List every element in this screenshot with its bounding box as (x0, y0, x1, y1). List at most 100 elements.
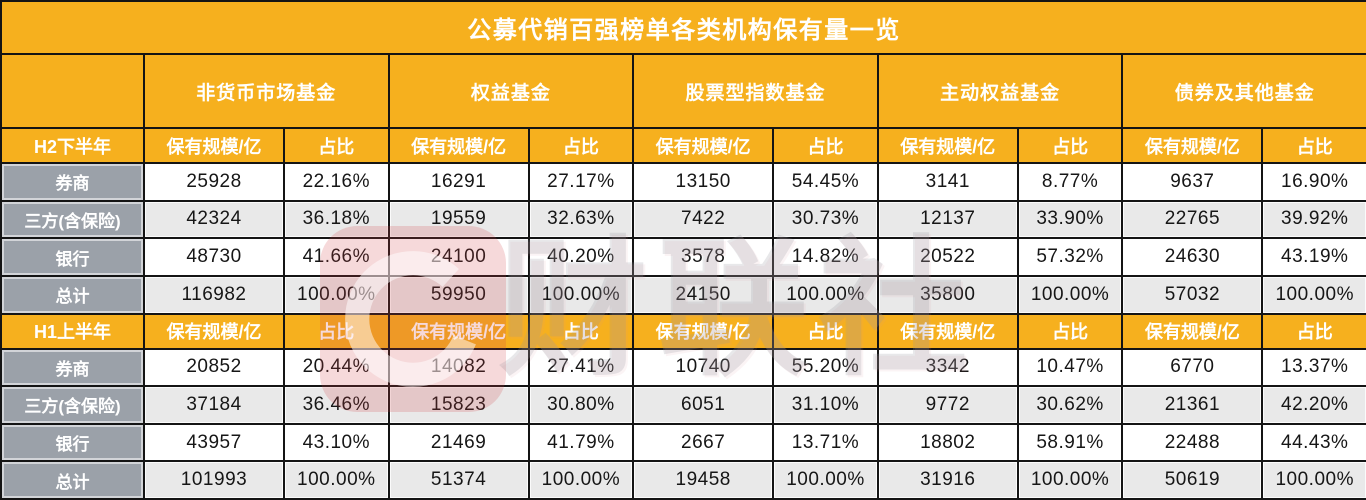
value-cell: 100.00% (527, 274, 635, 315)
category-header-active-equity: 主动权益基金 (876, 53, 1124, 129)
value-cell: 30.80% (527, 385, 635, 425)
value-cell: 27.17% (527, 162, 635, 202)
row-label: 三方(含保险) (0, 385, 145, 425)
value-cell: 16291 (387, 162, 530, 202)
value-cell: 12137 (876, 199, 1019, 240)
category-header-equity: 权益基金 (387, 53, 635, 129)
value-cell: 13150 (632, 162, 775, 202)
value-cell: 43957 (143, 422, 285, 463)
share-column-header: 占比 (1261, 312, 1366, 350)
value-cell: 20.44% (283, 347, 390, 388)
value-cell: 6770 (1121, 347, 1264, 388)
value-cell: 40.20% (527, 237, 635, 277)
value-cell: 43.10% (283, 422, 390, 463)
value-cell: 13.37% (1261, 347, 1366, 388)
row-label: 总计 (0, 274, 145, 315)
value-cell: 9637 (1121, 162, 1264, 202)
value-cell: 100.00% (283, 274, 390, 315)
value-cell: 41.66% (283, 237, 390, 277)
value-cell: 18802 (876, 422, 1019, 463)
table-row: 银行 48730 41.66% 24100 40.20% 3578 14.82% 20522 5… (0, 237, 1366, 277)
share-column-header: 占比 (772, 127, 879, 164)
value-cell: 19559 (387, 199, 530, 240)
value-cell: 24150 (632, 274, 775, 315)
period-header-row: H2下半年 保有规模/亿 占比 保有规模/亿 占比 保有规模/亿 占比 保有规模/亿 占比 保有规… (0, 127, 1366, 164)
value-cell: 20522 (876, 237, 1019, 277)
value-cell: 30.73% (772, 199, 879, 240)
value-cell: 9772 (876, 385, 1019, 425)
value-cell: 19458 (632, 460, 775, 500)
value-cell: 25928 (143, 162, 285, 202)
table-row: 总计 116982 100.00% 59950 100.00% 24150 100.00% 3… (0, 274, 1366, 315)
period-header-row: H1上半年 保有规模/亿 占比 保有规模/亿 占比 保有规模/亿 占比 保有规模/亿 占比 保有规… (0, 312, 1366, 350)
value-cell: 58.91% (1016, 422, 1124, 463)
category-header-stock-index: 股票型指数基金 (632, 53, 879, 129)
value-cell: 21361 (1121, 385, 1264, 425)
value-cell: 16.90% (1261, 162, 1366, 202)
scale-column-header: 保有规模/亿 (387, 127, 530, 164)
value-cell: 21469 (387, 422, 530, 463)
value-cell: 36.46% (283, 385, 390, 425)
share-column-header: 占比 (283, 127, 390, 164)
value-cell: 42.20% (1261, 385, 1366, 425)
value-cell: 13.71% (772, 422, 879, 463)
share-column-header: 占比 (1016, 312, 1124, 350)
title-row: 公募代销百强榜单各类机构保有量一览 (0, 0, 1366, 55)
row-label: 券商 (0, 347, 145, 388)
value-cell: 51374 (387, 460, 530, 500)
scale-column-header: 保有规模/亿 (1121, 127, 1264, 164)
value-cell: 44.43% (1261, 422, 1366, 463)
scale-column-header: 保有规模/亿 (1121, 312, 1264, 350)
value-cell: 22488 (1121, 422, 1264, 463)
scale-column-header: 保有规模/亿 (876, 127, 1019, 164)
row-label: 总计 (0, 460, 145, 500)
value-cell: 57032 (1121, 274, 1264, 315)
share-column-header: 占比 (1261, 127, 1366, 164)
value-cell: 100.00% (1261, 460, 1366, 500)
value-cell: 54.45% (772, 162, 879, 202)
scale-column-header: 保有规模/亿 (632, 312, 775, 350)
category-header-non-money-market: 非货币市场基金 (143, 53, 390, 129)
period-label: H2下半年 (0, 127, 145, 164)
value-cell: 20852 (143, 347, 285, 388)
value-cell: 2667 (632, 422, 775, 463)
value-cell: 100.00% (527, 460, 635, 500)
value-cell: 10.47% (1016, 347, 1124, 388)
page-title: 公募代销百强榜单各类机构保有量一览 (0, 0, 1366, 55)
share-column-header: 占比 (772, 312, 879, 350)
value-cell: 27.41% (527, 347, 635, 388)
value-cell: 116982 (143, 274, 285, 315)
value-cell: 22.16% (283, 162, 390, 202)
value-cell: 37184 (143, 385, 285, 425)
row-label: 银行 (0, 237, 145, 277)
value-cell: 100.00% (772, 460, 879, 500)
period-label: H1上半年 (0, 312, 145, 350)
value-cell: 100.00% (1261, 274, 1366, 315)
corner-cell (0, 53, 145, 129)
value-cell: 31916 (876, 460, 1019, 500)
value-cell: 32.63% (527, 199, 635, 240)
value-cell: 10740 (632, 347, 775, 388)
value-cell: 36.18% (283, 199, 390, 240)
scale-column-header: 保有规模/亿 (143, 127, 285, 164)
value-cell: 39.92% (1261, 199, 1366, 240)
value-cell: 101993 (143, 460, 285, 500)
value-cell: 3578 (632, 237, 775, 277)
value-cell: 33.90% (1016, 199, 1124, 240)
value-cell: 48730 (143, 237, 285, 277)
share-column-header: 占比 (527, 127, 635, 164)
value-cell: 100.00% (283, 460, 390, 500)
value-cell: 22765 (1121, 199, 1264, 240)
value-cell: 14082 (387, 347, 530, 388)
value-cell: 8.77% (1016, 162, 1124, 202)
value-cell: 100.00% (1016, 460, 1124, 500)
share-column-header: 占比 (1016, 127, 1124, 164)
scale-column-header: 保有规模/亿 (143, 312, 285, 350)
value-cell: 7422 (632, 199, 775, 240)
value-cell: 50619 (1121, 460, 1264, 500)
value-cell: 3141 (876, 162, 1019, 202)
scale-column-header: 保有规模/亿 (632, 127, 775, 164)
value-cell: 35800 (876, 274, 1019, 315)
scale-column-header: 保有规模/亿 (387, 312, 530, 350)
share-column-header: 占比 (283, 312, 390, 350)
